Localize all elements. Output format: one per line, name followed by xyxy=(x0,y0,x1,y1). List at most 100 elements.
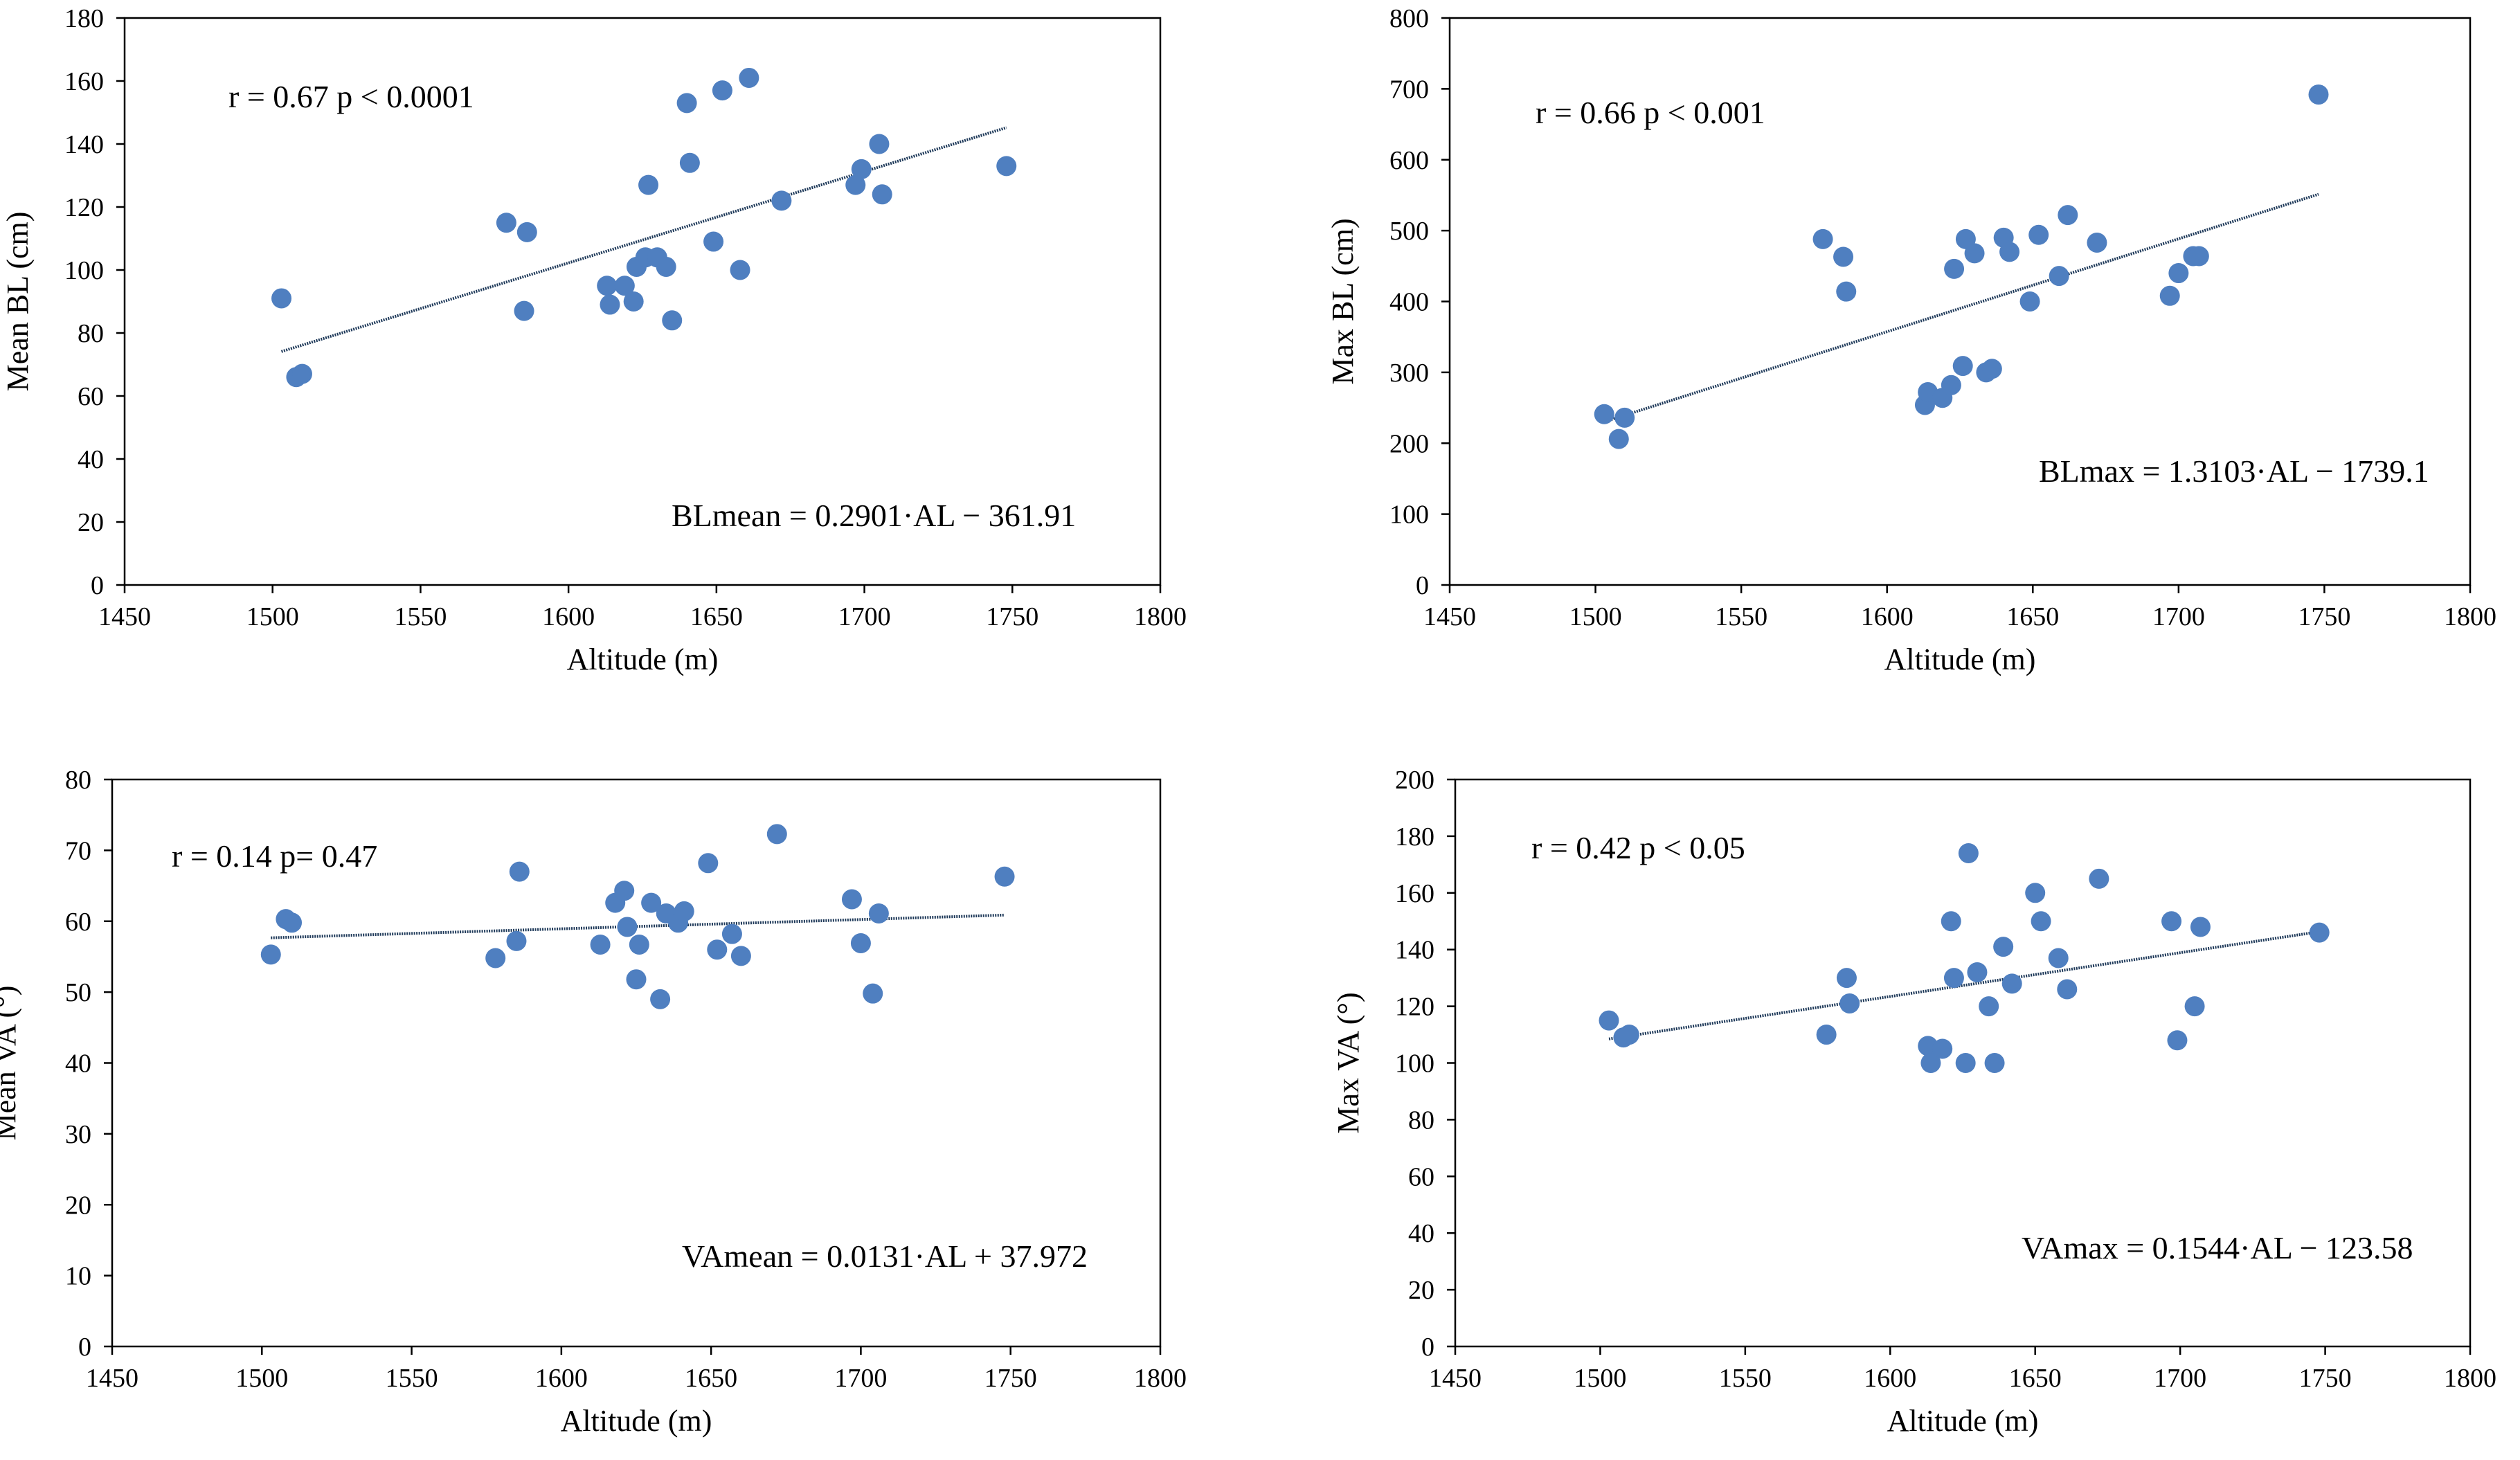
data-point xyxy=(712,80,732,101)
data-point xyxy=(703,231,724,252)
correlation-stat-label: r = 0.42 p < 0.05 xyxy=(1531,830,1745,865)
data-point xyxy=(662,310,683,331)
y-axis-title: Mean VA (°) xyxy=(0,986,22,1141)
data-point xyxy=(996,156,1017,177)
x-tick-label: 1550 xyxy=(386,1364,438,1393)
data-point xyxy=(1999,242,2020,262)
panel-max-va: 1450 1500 1550 1600 1650 1700 1750 1800 0 20 40 60 8… xyxy=(1331,766,2496,1438)
y-tick-label: 20 xyxy=(78,508,104,537)
data-point xyxy=(1944,258,1965,279)
data-point xyxy=(868,903,889,923)
data-point xyxy=(2031,911,2051,932)
x-tick-label: 1650 xyxy=(685,1364,737,1393)
y-tick-label: 180 xyxy=(64,4,104,33)
data-point xyxy=(1979,996,1999,1017)
x-tick-label: 1650 xyxy=(2009,1364,2062,1393)
data-point xyxy=(2001,973,2022,994)
y-tick-label: 160 xyxy=(1395,879,1434,908)
data-point xyxy=(516,222,537,242)
data-point xyxy=(1941,911,1961,932)
y-tick-label: 200 xyxy=(1389,429,1429,458)
data-point xyxy=(1952,356,1973,377)
y-tick-label: 600 xyxy=(1389,146,1429,175)
y-tick-label: 140 xyxy=(1395,936,1434,965)
x-tick-label: 1700 xyxy=(838,602,891,631)
y-tick-label: 60 xyxy=(65,908,91,937)
data-point xyxy=(1833,246,1854,267)
data-point xyxy=(2184,996,2205,1017)
x-tick-label: 1750 xyxy=(986,602,1038,631)
data-point xyxy=(2308,84,2329,105)
trend-line xyxy=(271,913,1005,939)
y-tick-label: 40 xyxy=(78,445,104,474)
data-point xyxy=(1943,968,1964,989)
data-point xyxy=(1958,842,1979,863)
data-point xyxy=(614,881,635,901)
data-point xyxy=(676,93,697,114)
data-point xyxy=(2161,911,2182,932)
x-tick-label: 1750 xyxy=(2298,602,2350,631)
y-tick-label: 200 xyxy=(1395,766,1434,795)
data-point xyxy=(291,363,312,384)
x-tick-label: 1450 xyxy=(98,602,151,631)
x-tick-label: 1700 xyxy=(2154,1364,2206,1393)
y-tick-label: 60 xyxy=(1408,1162,1434,1191)
x-tick-label: 1800 xyxy=(1134,1364,1187,1393)
data-point xyxy=(1964,243,1985,264)
data-point xyxy=(629,935,649,955)
data-point xyxy=(841,889,862,910)
data-point xyxy=(2058,205,2078,226)
data-point xyxy=(2019,291,2040,312)
x-tick-label: 1550 xyxy=(394,602,447,631)
data-point xyxy=(771,190,792,211)
x-tick-label: 1700 xyxy=(2152,602,2205,631)
y-tick-label: 300 xyxy=(1389,359,1429,388)
data-point xyxy=(863,983,883,1004)
y-tick-label: 0 xyxy=(1416,571,1429,600)
x-axis-title: Altitude (m) xyxy=(1884,642,2036,676)
x-tick-label: 1500 xyxy=(246,602,299,631)
x-tick-label: 1550 xyxy=(1719,1364,1772,1393)
y-tick-label: 10 xyxy=(65,1262,91,1291)
plot-frame xyxy=(123,17,1162,586)
data-point xyxy=(2190,917,2211,937)
x-axis-title: Altitude (m) xyxy=(1887,1404,2039,1438)
y-tick-label: 120 xyxy=(1395,993,1434,1022)
data-point xyxy=(282,912,303,933)
data-point xyxy=(1599,1010,1619,1031)
regression-equation-label: BLmax = 1.3103·AL − 1739.1 xyxy=(2039,453,2429,489)
x-tick-label: 1600 xyxy=(535,1364,588,1393)
data-point xyxy=(1955,1053,1976,1073)
data-point xyxy=(1839,993,1860,1014)
data-point xyxy=(1594,404,1614,424)
data-point xyxy=(614,276,635,296)
data-point xyxy=(679,152,700,173)
data-point xyxy=(2188,246,2209,267)
y-tick-label: 40 xyxy=(65,1049,91,1079)
panel-max-bl: 1450 1500 1550 1600 1650 1700 1750 1800 0 100 200 3… xyxy=(1326,4,2496,676)
data-point xyxy=(590,935,611,955)
x-tick-label: 1750 xyxy=(2299,1364,2352,1393)
data-point xyxy=(2049,266,2069,287)
y-tick-label: 50 xyxy=(65,978,91,1007)
data-point xyxy=(496,213,516,233)
y-tick-label: 500 xyxy=(1389,217,1429,246)
data-point xyxy=(2168,263,2189,284)
y-tick-label: 140 xyxy=(64,130,104,159)
x-axis-title: Altitude (m) xyxy=(561,1404,712,1438)
y-tick-label: 60 xyxy=(78,382,104,411)
data-point xyxy=(626,969,647,990)
regression-equation-label: VAmax = 0.1544·AL − 123.58 xyxy=(2022,1230,2413,1265)
data-point xyxy=(1608,429,1629,449)
y-tick-label: 180 xyxy=(1395,822,1434,851)
data-point xyxy=(650,989,671,1009)
data-point xyxy=(739,67,759,88)
x-tick-label: 1800 xyxy=(2444,1364,2496,1393)
x-tick-label: 1500 xyxy=(235,1364,288,1393)
data-point xyxy=(2028,224,2049,245)
panel-mean-bl: 1450 1500 1550 1600 1650 1700 1750 1800 0 20 40 60 8… xyxy=(1,4,1187,676)
panel-mean-va: 1450 1500 1550 1600 1650 1700 1750 1800 0 10 20 30 4… xyxy=(0,766,1187,1438)
data-point xyxy=(1619,1025,1639,1045)
data-point xyxy=(485,948,506,968)
data-point xyxy=(2159,285,2180,306)
